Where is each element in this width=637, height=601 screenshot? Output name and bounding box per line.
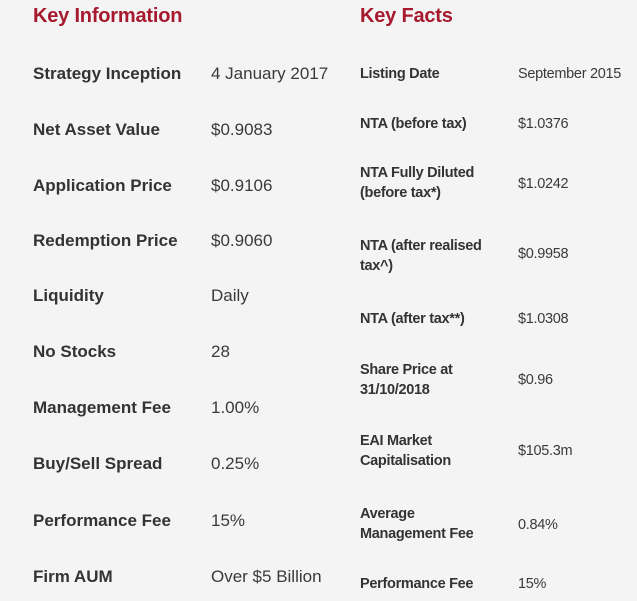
strategy-inception-label: Strategy Inception (33, 64, 182, 83)
nta-after-realised-tax-label: NTA (after realised tax^) (360, 238, 482, 274)
nta-before-tax-value: $1.0376 (518, 116, 569, 132)
nta-after-realised-tax-value: $0.9958 (518, 246, 569, 262)
listing-date-value: September 2015 (518, 66, 622, 82)
nta-fully-diluted-value: $1.0242 (518, 176, 569, 192)
listing-date-label: Listing Date (360, 66, 440, 82)
nta-fully-diluted-label: NTA Fully Diluted (before tax*) (360, 165, 475, 201)
liquidity-value: Daily (211, 286, 249, 305)
management-fee-value: 1.00% (211, 398, 260, 417)
nta-after-tax-value: $1.0308 (518, 311, 569, 327)
eai-market-cap-value: $105.3m (518, 443, 573, 459)
share-price-label: Share Price at 31/10/2018 (360, 362, 453, 398)
management-fee-label: Management Fee (33, 398, 171, 417)
performance-fee-facts-label: Performance Fee (360, 576, 474, 592)
average-management-fee-value: 0.84% (518, 517, 558, 533)
share-price-value: $0.96 (518, 372, 553, 388)
firm-aum-label: Firm AUM (33, 567, 113, 586)
no-stocks-label: No Stocks (33, 342, 117, 361)
key-information-heading: Key Information (33, 5, 183, 27)
net-asset-value-label: Net Asset Value (33, 120, 160, 139)
firm-aum-value: Over $5 Billion (211, 567, 322, 586)
redemption-price-value: $0.9060 (211, 231, 273, 250)
performance-fee-facts-value: 15% (518, 576, 547, 592)
performance-fee-value: 15% (211, 511, 246, 530)
nta-after-tax-label: NTA (after tax**) (360, 311, 465, 327)
liquidity-label: Liquidity (33, 286, 104, 305)
key-facts-heading: Key Facts (360, 5, 453, 27)
application-price-label: Application Price (33, 176, 172, 195)
performance-fee-label: Performance Fee (33, 511, 171, 530)
no-stocks-value: 28 (211, 342, 230, 361)
average-management-fee-label: Average Management Fee (360, 506, 474, 542)
buy-sell-spread-label: Buy/Sell Spread (33, 454, 163, 473)
net-asset-value-value: $0.9083 (211, 120, 273, 139)
nta-before-tax-label: NTA (before tax) (360, 116, 467, 132)
application-price-value: $0.9106 (211, 176, 273, 195)
eai-market-cap-label: EAI Market Capitalisation (360, 433, 451, 469)
buy-sell-spread-value: 0.25% (211, 454, 260, 473)
redemption-price-label: Redemption Price (33, 231, 178, 250)
strategy-inception-value: 4 January 2017 (211, 64, 329, 83)
